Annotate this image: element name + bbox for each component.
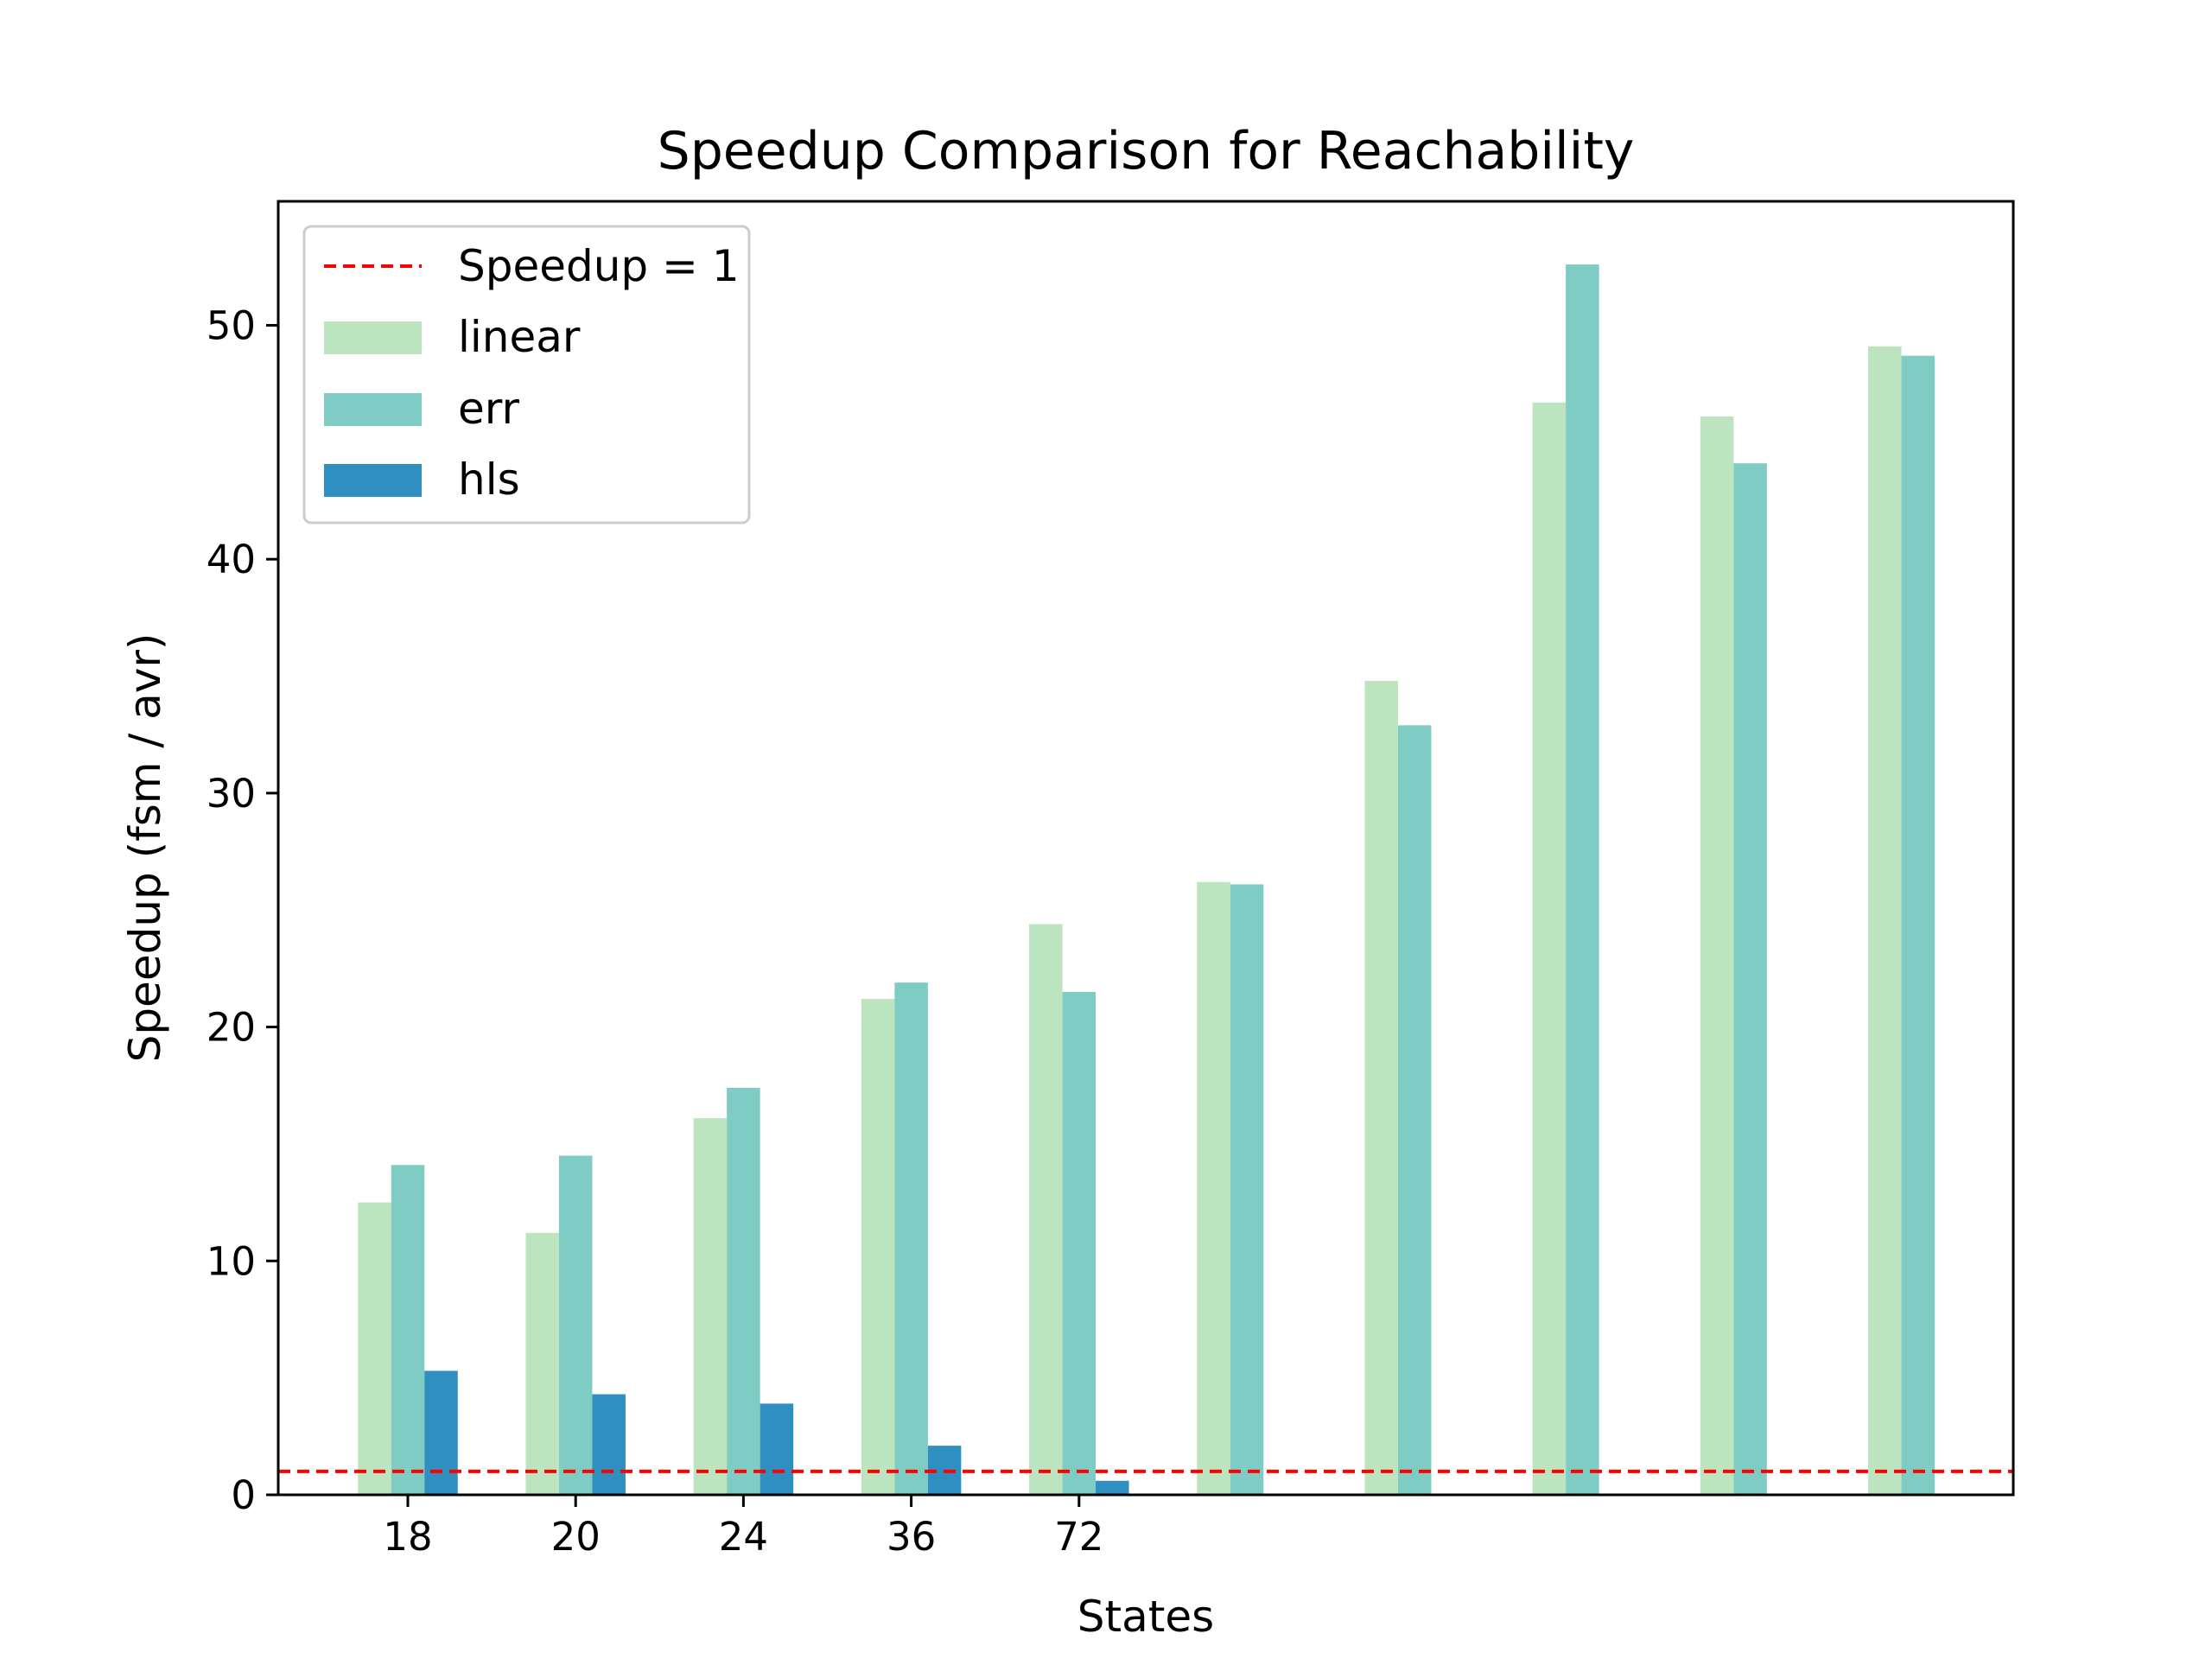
- x-tick-label: 20: [551, 1514, 601, 1560]
- bars-layer: [358, 264, 1936, 1495]
- bar-linear-7: [1532, 402, 1567, 1495]
- bar-err-1: [558, 1155, 593, 1495]
- x-tick-label: 72: [1054, 1514, 1103, 1560]
- bar-linear-6: [1364, 680, 1398, 1495]
- bar-err-8: [1733, 463, 1767, 1495]
- plot-area-frame: [276, 200, 2015, 1497]
- legend-label-reference-line: Speedup = 1: [458, 241, 740, 291]
- bar-hls-1: [592, 1394, 626, 1495]
- x-tick-label: 24: [719, 1514, 768, 1560]
- chart-title: Speedup Comparison for Reachability: [658, 121, 1635, 181]
- y-axis-label: Speedup (fsm / avr): [120, 633, 170, 1063]
- bar-linear-4: [1029, 924, 1063, 1495]
- bar-err-3: [894, 982, 928, 1495]
- bar-err-9: [1901, 355, 1936, 1495]
- bar-err-2: [727, 1087, 760, 1495]
- bar-err-4: [1062, 991, 1096, 1495]
- y-axis: 0 10 20 30 40 50: [207, 302, 278, 1518]
- legend-swatch-hls: [324, 464, 422, 497]
- legend-label-hls: hls: [458, 454, 520, 505]
- bar-err-7: [1566, 264, 1599, 1495]
- bar-linear-5: [1197, 881, 1230, 1495]
- y-tick-label: 20: [207, 1005, 256, 1051]
- x-tick-label: 36: [887, 1514, 936, 1560]
- bar-linear-2: [693, 1118, 728, 1495]
- legend-swatch-err: [324, 393, 422, 426]
- bar-hls-0: [424, 1370, 458, 1495]
- legend-label-err: err: [458, 384, 519, 434]
- y-tick-label: 40: [207, 537, 256, 582]
- y-tick-label: 30: [207, 771, 256, 817]
- bar-linear-1: [525, 1232, 559, 1495]
- x-axis-label: States: [1077, 1592, 1214, 1642]
- bar-hls-2: [760, 1403, 794, 1495]
- bar-linear-0: [358, 1202, 391, 1495]
- y-tick-label: 50: [207, 302, 256, 348]
- x-tick-label: 18: [383, 1514, 432, 1560]
- legend-swatch-linear: [324, 321, 422, 354]
- bar-linear-9: [1868, 346, 1902, 1495]
- bar-err-5: [1230, 884, 1264, 1495]
- legend-label-linear: linear: [458, 312, 581, 362]
- bar-hls-4: [1096, 1480, 1129, 1495]
- x-axis: 18 20 24 36 72: [383, 1495, 1103, 1560]
- bar-err-0: [391, 1165, 425, 1495]
- y-tick-label: 10: [207, 1238, 256, 1284]
- legend-box: [302, 225, 751, 524]
- legend: Speedup = 1 linear err hls: [302, 225, 751, 524]
- bar-linear-8: [1700, 416, 1734, 1495]
- bar-err-6: [1397, 725, 1432, 1495]
- bar-linear-3: [861, 999, 895, 1495]
- y-tick-label: 0: [231, 1472, 256, 1518]
